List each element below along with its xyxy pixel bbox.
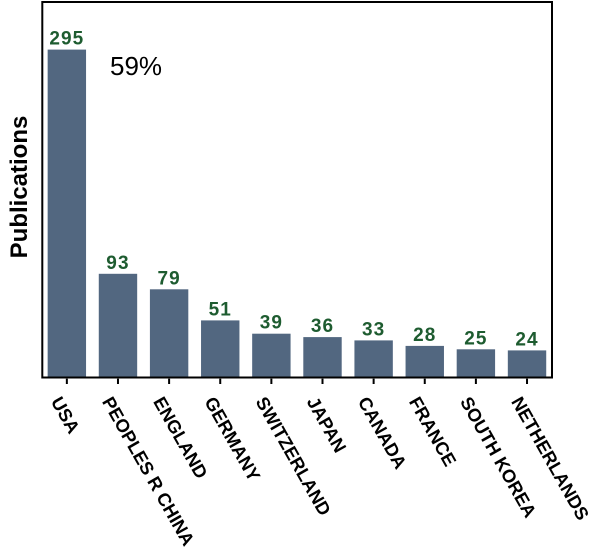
svg-text:51: 51 [209,299,232,320]
svg-text:295: 295 [49,29,84,50]
svg-text:28: 28 [413,325,436,346]
svg-text:93: 93 [106,253,129,274]
svg-text:79: 79 [157,268,180,289]
svg-text:33: 33 [362,319,385,340]
svg-text:24: 24 [515,329,538,350]
svg-text:36: 36 [311,316,334,337]
svg-text:39: 39 [260,313,283,334]
svg-text:25: 25 [464,328,487,349]
svg-text:Publications: Publications [6,116,33,259]
svg-text:59%: 59% [110,51,162,81]
